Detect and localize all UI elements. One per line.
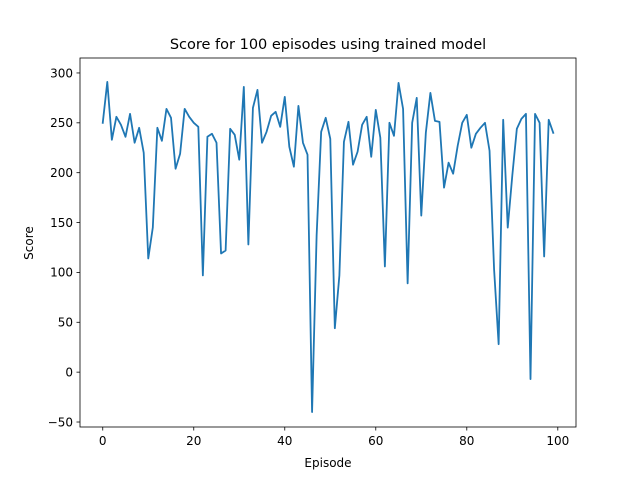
x-tick-label: 40 — [277, 434, 292, 448]
y-axis: −50 0 50 100 150 200 250 300 — [48, 66, 80, 429]
y-tick-label: 100 — [50, 266, 73, 280]
y-tick-label: 200 — [50, 166, 73, 180]
x-tick-label: 80 — [459, 434, 474, 448]
plot-area — [79, 57, 577, 428]
y-tick-label: 250 — [50, 116, 73, 130]
x-tick-label: 0 — [99, 434, 107, 448]
y-tick-label: 50 — [58, 316, 73, 330]
x-tick-label: 60 — [368, 434, 383, 448]
y-tick-label: 0 — [65, 365, 73, 379]
axes-frame — [79, 57, 577, 428]
x-axis-label: Episode — [304, 456, 351, 470]
y-tick-label: −50 — [48, 415, 73, 429]
score-series-line — [101, 81, 555, 413]
y-axis-label: Score — [22, 226, 36, 260]
x-tick-label: 100 — [546, 434, 569, 448]
y-tick-label: 300 — [50, 66, 73, 80]
y-tick-label: 150 — [50, 216, 73, 230]
chart-title: Score for 100 episodes using trained mod… — [170, 37, 486, 53]
x-axis: 0 20 40 60 80 100 — [99, 427, 569, 448]
x-tick-label: 20 — [186, 434, 201, 448]
